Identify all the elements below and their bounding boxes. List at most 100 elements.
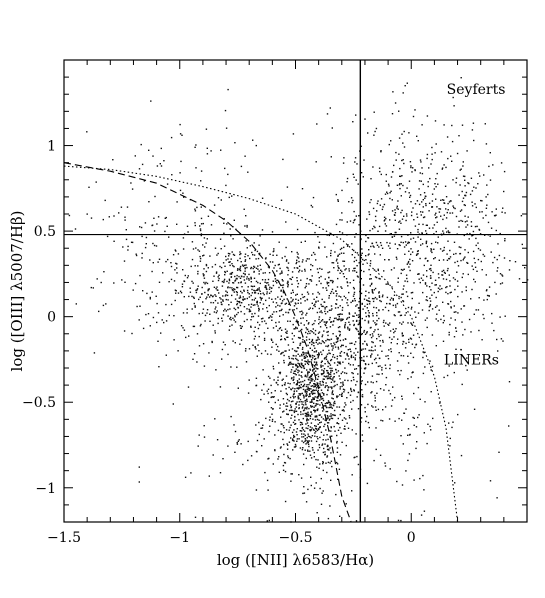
data-point xyxy=(286,398,289,401)
data-point xyxy=(143,180,146,182)
data-point xyxy=(369,274,372,276)
data-point xyxy=(242,463,244,466)
data-point xyxy=(313,298,315,300)
data-point xyxy=(302,336,304,338)
data-point xyxy=(239,304,242,307)
data-point xyxy=(317,438,319,440)
data-point xyxy=(253,254,256,256)
data-point xyxy=(329,352,331,355)
data-point xyxy=(448,334,450,336)
data-point xyxy=(336,383,338,386)
data-point xyxy=(366,299,368,301)
data-point xyxy=(312,341,314,344)
data-point xyxy=(348,321,350,323)
data-point xyxy=(318,446,321,449)
data-point xyxy=(456,152,459,155)
data-point xyxy=(367,310,370,312)
data-point xyxy=(389,330,392,332)
data-point xyxy=(182,327,184,329)
data-point xyxy=(298,401,300,403)
data-point xyxy=(352,286,355,289)
data-point xyxy=(445,291,447,294)
data-point xyxy=(279,273,281,275)
data-point xyxy=(307,450,309,452)
data-point xyxy=(421,232,423,234)
data-point xyxy=(449,256,452,258)
data-point xyxy=(360,254,363,256)
data-point xyxy=(207,293,209,296)
data-point xyxy=(424,197,426,199)
data-point xyxy=(418,188,420,190)
data-point xyxy=(277,458,279,460)
data-point xyxy=(351,201,353,204)
data-point xyxy=(307,374,309,376)
data-point xyxy=(227,315,229,317)
data-point xyxy=(356,304,358,306)
data-point xyxy=(319,414,321,416)
data-point xyxy=(258,433,260,436)
data-point xyxy=(371,289,373,291)
data-point xyxy=(220,248,222,250)
data-point xyxy=(318,338,320,341)
data-point xyxy=(412,416,414,419)
data-point xyxy=(308,383,310,386)
data-point xyxy=(289,278,291,280)
data-point xyxy=(456,260,459,263)
data-point xyxy=(378,292,380,294)
data-point xyxy=(314,416,316,418)
data-point xyxy=(356,319,358,322)
data-point xyxy=(445,278,448,281)
data-point xyxy=(297,257,300,259)
data-point xyxy=(314,358,316,361)
data-point xyxy=(295,262,297,265)
data-point xyxy=(381,350,383,352)
data-point xyxy=(220,298,222,300)
data-point xyxy=(320,275,322,278)
data-point xyxy=(464,194,466,197)
data-point xyxy=(417,416,419,419)
data-point xyxy=(358,307,360,309)
data-point xyxy=(388,324,390,326)
data-point xyxy=(499,283,502,285)
data-point xyxy=(285,311,287,314)
data-point xyxy=(353,315,355,317)
data-point xyxy=(156,165,159,167)
data-point xyxy=(292,358,295,360)
data-point xyxy=(199,325,202,327)
data-point xyxy=(314,231,316,234)
data-point xyxy=(293,309,295,311)
data-point xyxy=(373,269,376,271)
data-point xyxy=(353,324,355,327)
data-point xyxy=(231,263,233,265)
data-point xyxy=(228,278,231,280)
data-point xyxy=(329,364,332,366)
data-point xyxy=(348,358,350,360)
data-point xyxy=(248,296,251,298)
data-point xyxy=(304,357,306,359)
data-point xyxy=(422,279,424,281)
data-point xyxy=(302,385,304,388)
data-point xyxy=(233,288,235,290)
data-point xyxy=(248,304,250,306)
data-point xyxy=(410,352,412,354)
data-point xyxy=(457,295,459,298)
data-point xyxy=(370,245,372,248)
data-point xyxy=(326,410,329,413)
data-point xyxy=(337,277,339,280)
data-point xyxy=(310,401,312,403)
data-point xyxy=(431,251,433,254)
data-point xyxy=(272,327,275,329)
data-point xyxy=(267,458,269,460)
data-point xyxy=(243,298,245,300)
data-point xyxy=(243,276,245,278)
data-point xyxy=(313,386,315,388)
data-point xyxy=(337,199,339,201)
data-point xyxy=(367,320,370,322)
data-point xyxy=(219,386,222,388)
data-point xyxy=(347,304,349,307)
data-point xyxy=(255,258,257,260)
data-point xyxy=(446,269,449,272)
data-point xyxy=(196,361,198,363)
data-point xyxy=(326,445,328,448)
data-point xyxy=(336,434,338,437)
